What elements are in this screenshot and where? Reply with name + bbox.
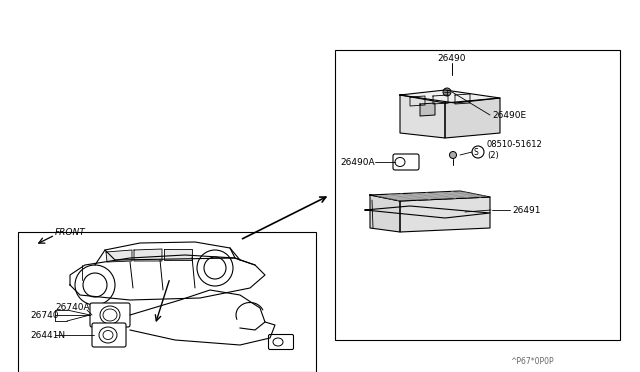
Text: 26490E: 26490E: [492, 110, 526, 119]
Text: 26490A: 26490A: [340, 157, 374, 167]
Polygon shape: [420, 103, 435, 116]
Text: 26740: 26740: [30, 311, 58, 320]
Polygon shape: [370, 195, 400, 232]
Text: ^P67*0P0P: ^P67*0P0P: [510, 357, 554, 366]
Polygon shape: [400, 197, 490, 232]
Text: 26441N: 26441N: [30, 330, 65, 340]
Text: 26491: 26491: [512, 205, 541, 215]
Polygon shape: [370, 191, 490, 201]
Polygon shape: [445, 98, 500, 138]
Text: S: S: [474, 148, 478, 157]
Polygon shape: [400, 95, 445, 138]
Bar: [335, 50, 620, 340]
Text: 08510-51612
(2): 08510-51612 (2): [487, 140, 543, 160]
Polygon shape: [400, 90, 500, 103]
Text: 26490: 26490: [438, 54, 467, 62]
Polygon shape: [164, 249, 192, 260]
FancyBboxPatch shape: [269, 334, 294, 350]
FancyBboxPatch shape: [393, 154, 419, 170]
Polygon shape: [365, 206, 490, 218]
Circle shape: [443, 88, 451, 96]
Polygon shape: [106, 250, 132, 262]
FancyBboxPatch shape: [90, 303, 130, 327]
Circle shape: [449, 151, 456, 158]
Text: FRONT: FRONT: [55, 228, 86, 237]
Bar: [18, 232, 316, 372]
FancyBboxPatch shape: [92, 323, 126, 347]
Text: 26740A: 26740A: [55, 304, 90, 312]
Polygon shape: [134, 249, 162, 261]
